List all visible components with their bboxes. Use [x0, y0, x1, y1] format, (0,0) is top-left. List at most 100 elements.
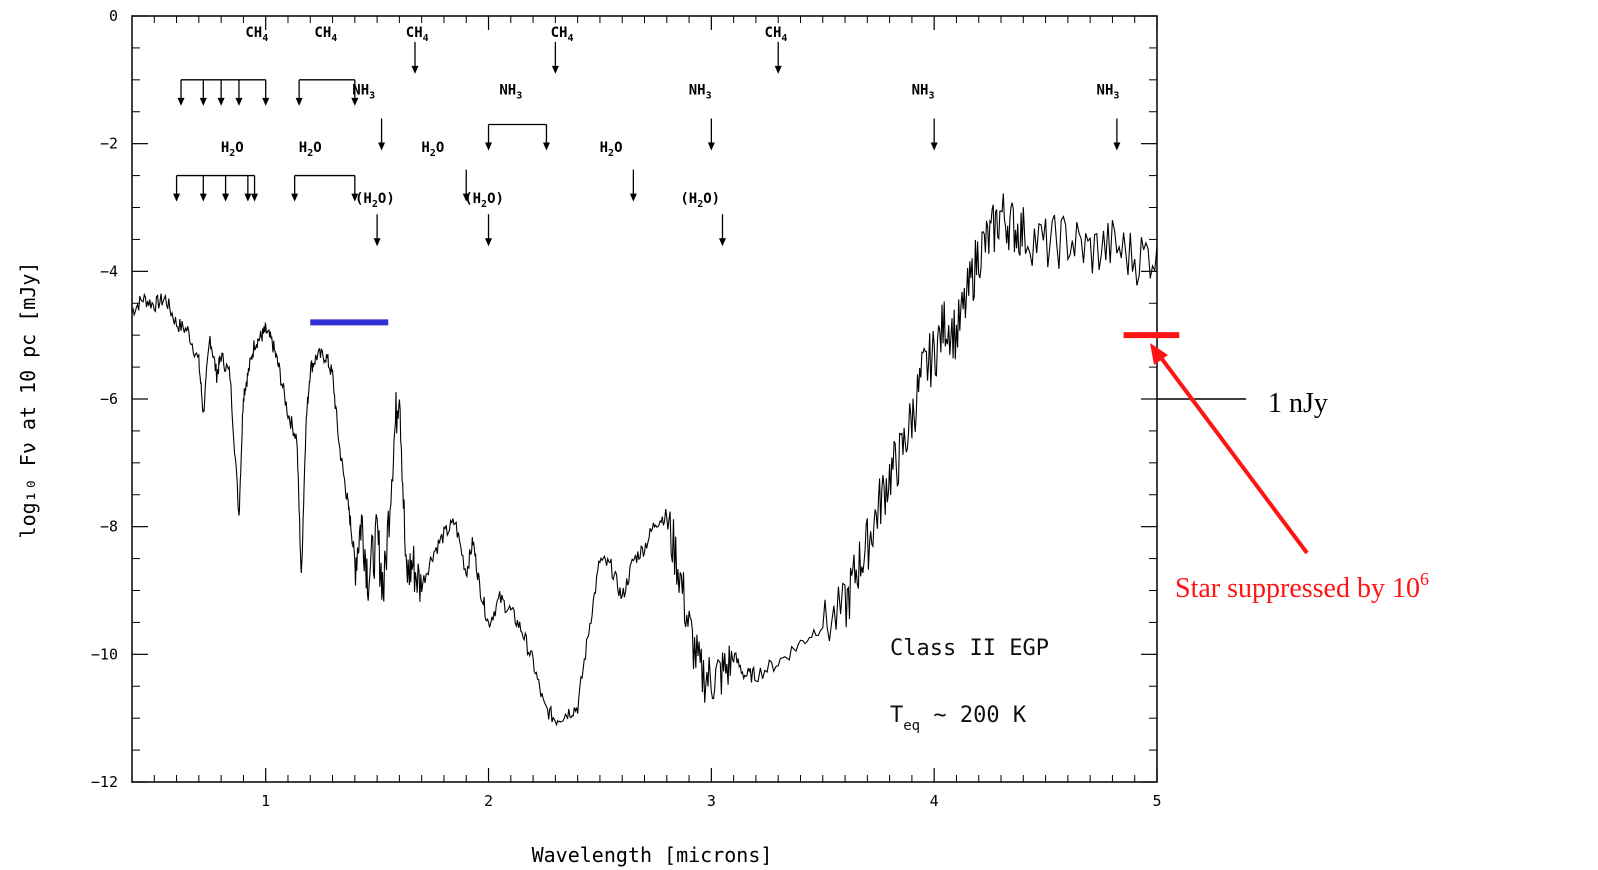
molecule-label-main: CH — [551, 25, 568, 41]
annotation-arrowhead — [235, 97, 243, 106]
annotation-arrowhead — [707, 142, 715, 151]
molecule-label-main: CH — [765, 25, 782, 41]
x-tick-label: 5 — [1152, 792, 1161, 810]
annotation-arrowhead — [222, 193, 230, 202]
annotation-arrowhead — [199, 97, 207, 106]
annotation-arrowhead — [774, 65, 782, 74]
annotation-arrowhead — [1113, 142, 1121, 151]
annotation-arrowhead — [173, 193, 181, 202]
annotation-arrowhead — [718, 238, 726, 247]
molecule-label-post: O — [614, 140, 622, 156]
molecule-label-main: NH — [689, 82, 706, 98]
molecule-label-sub: 4 — [331, 33, 337, 44]
callout-arrow-shaft — [1154, 349, 1309, 555]
y-tick-label: −4 — [100, 262, 118, 280]
molecule-label: H2O — [299, 140, 322, 159]
molecule-label-sub: 2 — [481, 199, 487, 210]
annotation-arrowhead — [177, 97, 185, 106]
x-tick-label: 2 — [484, 792, 493, 810]
molecule-label-sub: 4 — [781, 33, 787, 44]
annotation-arrowhead — [411, 65, 419, 74]
molecule-label-main: CH — [406, 25, 423, 41]
inset-t-rest: ~ 200 K — [920, 703, 1027, 728]
molecule-label-post: O — [313, 140, 321, 156]
y-axis-label: log₁₀ Fν at 10 pc [mJy] — [16, 262, 40, 539]
molecule-label: NH3 — [352, 82, 375, 101]
molecule-label: CH4 — [314, 25, 337, 44]
molecule-label-main: CH — [245, 25, 262, 41]
molecule-label: H2O — [600, 140, 623, 159]
annotation-arrowhead — [542, 142, 550, 151]
molecule-label-sub: 2 — [697, 199, 703, 210]
y-tick-label: −12 — [91, 773, 118, 791]
annotation-arrowhead — [378, 142, 386, 151]
inset-class-label: Class II EGP — [890, 636, 1049, 661]
annotation-arrowhead — [251, 193, 259, 202]
molecule-label-main: (H — [355, 191, 372, 207]
callout-main: Star suppressed by 10 — [1175, 573, 1420, 604]
molecule-label-post: O) — [378, 191, 395, 207]
molecule-label: CH4 — [765, 25, 788, 44]
x-tick-label: 3 — [707, 792, 716, 810]
x-tick-label: 1 — [261, 792, 270, 810]
y-tick-label: −8 — [100, 518, 118, 536]
annotation-arrowhead — [351, 193, 359, 202]
molecule-label: NH3 — [499, 82, 522, 101]
molecule-label-sub: 4 — [567, 33, 573, 44]
annotation-arrowhead — [930, 142, 938, 151]
molecule-label-sub: 3 — [928, 90, 934, 101]
y-tick-label: −2 — [100, 135, 118, 153]
one-njy-label: 1 nJy — [1268, 388, 1328, 419]
molecule-label-sub: 2 — [430, 148, 436, 159]
molecule-label: NH3 — [1097, 82, 1120, 101]
axis-ticks: 1 2 3 4 5 0 −2 −4 −6 −8 −10 −12 — [91, 7, 1162, 810]
plot-frame — [131, 15, 1158, 783]
y-tick-label: −6 — [100, 390, 118, 408]
annotation-arrowhead — [485, 238, 493, 247]
x-tick-label: 4 — [930, 792, 939, 810]
molecule-label-main: NH — [1097, 82, 1114, 98]
callout-text: Star suppressed by 106 — [1175, 569, 1429, 604]
molecule-label-main: NH — [352, 82, 369, 98]
molecule-label: H2O — [221, 140, 244, 159]
molecule-label: NH3 — [912, 82, 935, 101]
molecule-label-main: H — [421, 140, 429, 156]
molecule-label-post: O) — [487, 191, 504, 207]
annotation-arrowhead — [485, 142, 493, 151]
spectrum-line — [131, 193, 1158, 727]
molecule-label-main: (H — [464, 191, 481, 207]
callout-arrow-head — [1150, 343, 1168, 365]
molecule-label-post: O — [235, 140, 243, 156]
molecule-label: CH4 — [406, 25, 429, 44]
molecule-label-main: (H — [680, 191, 697, 207]
annotation-arrowhead — [351, 97, 359, 106]
y-tick-label: −10 — [91, 645, 118, 663]
annotation-arrowhead — [462, 193, 470, 202]
plot-axes — [131, 15, 1158, 783]
inset-temperature-label: Teq ~ 200 K — [890, 703, 1027, 734]
molecule-label-main: H — [600, 140, 608, 156]
molecule-label-main: CH — [314, 25, 331, 41]
bands — [310, 319, 1180, 339]
molecule-label-sub: 2 — [608, 148, 614, 159]
molecule-label-main: NH — [912, 82, 929, 98]
molecule-label-sub: 3 — [516, 90, 522, 101]
callout-sup: 6 — [1420, 569, 1429, 589]
molecule-label: CH4 — [551, 25, 574, 44]
molecule-label-main: H — [221, 140, 229, 156]
x-axis-label: Wavelength [microns] — [532, 843, 773, 867]
molecule-label: (H2O) — [680, 191, 720, 210]
molecule-label-post: O — [436, 140, 444, 156]
molecule-label: NH3 — [689, 82, 712, 101]
annotation-arrowhead — [244, 193, 252, 202]
molecule-label-main: NH — [499, 82, 516, 98]
annotation-arrowhead — [199, 193, 207, 202]
molecule-label-post: O) — [703, 191, 720, 207]
callout-arrow — [1150, 343, 1309, 555]
molecule-label-sub: 3 — [1113, 90, 1119, 101]
molecule-label-sub: 2 — [307, 148, 313, 159]
annotation-arrowhead — [629, 193, 637, 202]
annotation-arrowhead — [262, 97, 270, 106]
